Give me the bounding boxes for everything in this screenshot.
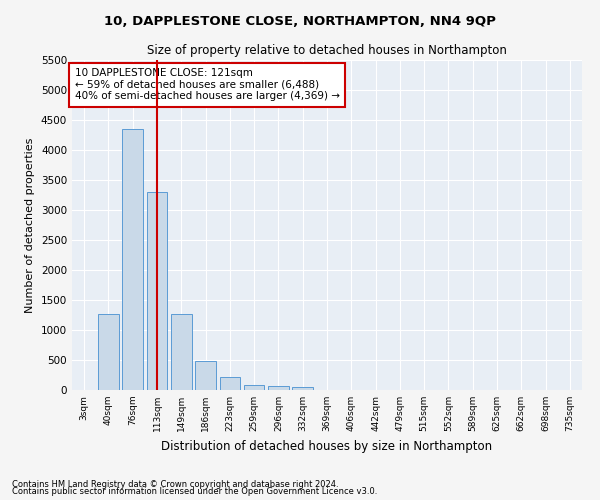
Title: Size of property relative to detached houses in Northampton: Size of property relative to detached ho… xyxy=(147,44,507,58)
Bar xyxy=(98,314,119,390)
X-axis label: Distribution of detached houses by size in Northampton: Distribution of detached houses by size … xyxy=(161,440,493,452)
Bar xyxy=(268,386,289,390)
Text: Contains public sector information licensed under the Open Government Licence v3: Contains public sector information licen… xyxy=(12,487,377,496)
Bar xyxy=(220,377,240,390)
Bar xyxy=(292,386,313,390)
Y-axis label: Number of detached properties: Number of detached properties xyxy=(25,138,35,312)
Bar xyxy=(195,360,216,390)
Text: 10, DAPPLESTONE CLOSE, NORTHAMPTON, NN4 9QP: 10, DAPPLESTONE CLOSE, NORTHAMPTON, NN4 … xyxy=(104,15,496,28)
Bar xyxy=(146,192,167,390)
Text: Contains HM Land Registry data © Crown copyright and database right 2024.: Contains HM Land Registry data © Crown c… xyxy=(12,480,338,489)
Bar xyxy=(171,314,191,390)
Bar xyxy=(244,384,265,390)
Text: 10 DAPPLESTONE CLOSE: 121sqm
← 59% of detached houses are smaller (6,488)
40% of: 10 DAPPLESTONE CLOSE: 121sqm ← 59% of de… xyxy=(74,68,340,102)
Bar xyxy=(122,129,143,390)
